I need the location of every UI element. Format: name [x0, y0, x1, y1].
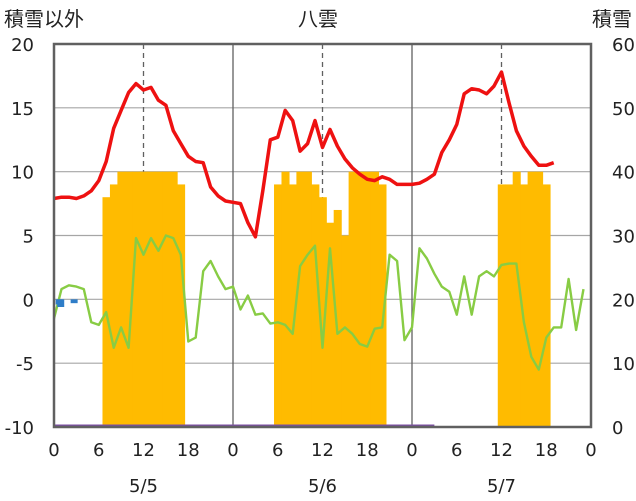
snow-bar [117, 171, 126, 427]
snow-bar [124, 171, 133, 427]
snow-bar [370, 171, 380, 427]
snow-bar [326, 222, 335, 427]
snow-bar [274, 184, 283, 427]
snow-bar [348, 171, 357, 427]
right-tick-label: 30 [612, 227, 635, 248]
plot-frame [52, 42, 593, 429]
left-tick-label: 15 [11, 99, 34, 120]
day-label: 5/7 [487, 476, 516, 497]
left-tick-label: 20 [11, 35, 34, 56]
x-tick-label: 0 [406, 440, 417, 461]
snow-bar [154, 171, 163, 427]
day-label: 5/5 [129, 476, 158, 497]
right-tick-label: 20 [612, 290, 635, 311]
x-tick-label: 18 [535, 440, 558, 461]
snow-bar [512, 171, 521, 427]
snow-bar [497, 184, 506, 427]
snow-bar [363, 171, 372, 427]
day-label: 5/6 [308, 476, 337, 497]
snow-bar [356, 171, 365, 427]
snow-bar [177, 184, 186, 427]
snow-bar [109, 184, 118, 427]
snow-bar [132, 171, 141, 427]
snow-bar [505, 184, 514, 427]
snow-bar [311, 184, 320, 427]
x-tick-label: 12 [311, 440, 334, 461]
series-mark-2 [57, 299, 65, 307]
x-tick-label: 12 [132, 440, 155, 461]
x-tick-label: 6 [451, 440, 462, 461]
snow-bar [378, 184, 387, 427]
left-tick-label: 10 [11, 163, 34, 184]
x-tick-label: 6 [272, 440, 283, 461]
snow-bar [281, 171, 290, 427]
snow-bar [139, 171, 148, 427]
x-tick-label: 0 [227, 440, 238, 461]
snow-bar [296, 171, 305, 427]
snow-bar [527, 171, 536, 427]
right-tick-label: 60 [612, 35, 635, 56]
left-axis-title: 積雪以外 [4, 7, 84, 31]
snow-bar [169, 171, 178, 427]
snow-bar [303, 171, 312, 427]
right-tick-label: 40 [612, 163, 635, 184]
left-tick-label: -5 [16, 354, 34, 375]
series-mark-2 [70, 299, 78, 304]
x-tick-label: 6 [93, 440, 104, 461]
right-axis-title: 積雪 [592, 7, 632, 31]
right-tick-label: 10 [612, 354, 635, 375]
x-tick-label: 0 [585, 440, 596, 461]
left-tick-label: 0 [23, 290, 34, 311]
snow-bar [147, 171, 156, 427]
left-tick-label: -10 [5, 418, 34, 439]
snow-bar [520, 184, 529, 427]
snow-bar [535, 171, 544, 427]
x-tick-label: 0 [48, 440, 59, 461]
right-tick-label: 0 [612, 418, 623, 439]
snow-bar [162, 171, 171, 427]
snow-bar [333, 209, 342, 427]
x-tick-label: 18 [177, 440, 200, 461]
snow-bar [341, 235, 350, 427]
snow-bar [542, 184, 551, 427]
x-tick-label: 12 [490, 440, 513, 461]
snow-bar [318, 197, 327, 427]
series-line-1 [52, 234, 585, 371]
left-tick-label: 5 [23, 227, 34, 248]
series-line-0 [53, 70, 555, 239]
chart-title: 八雲 [298, 7, 338, 31]
x-tick-label: 18 [356, 440, 379, 461]
right-tick-label: 50 [612, 99, 635, 120]
snow-bar [288, 184, 297, 427]
